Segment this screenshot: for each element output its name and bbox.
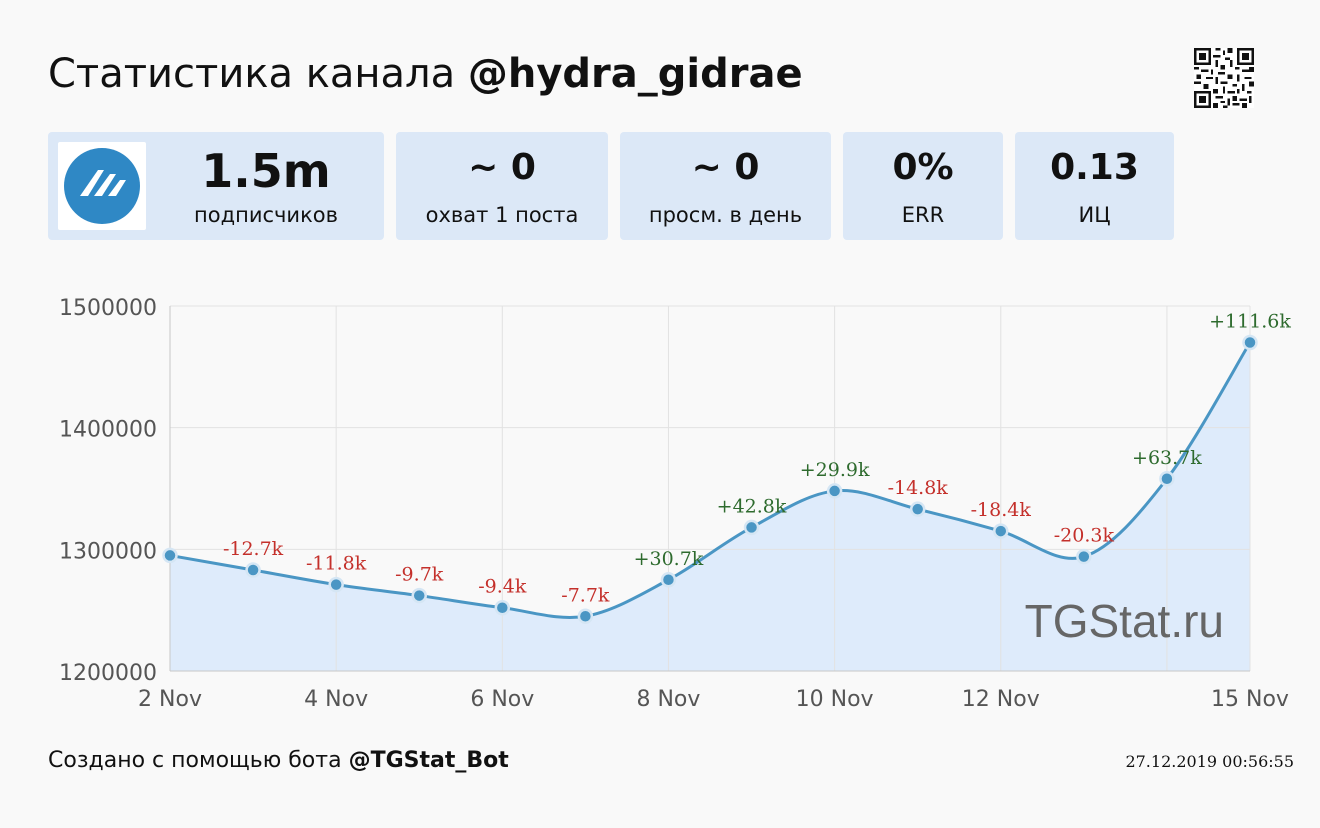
data-point (494, 599, 511, 616)
data-label: -11.8k (306, 553, 367, 575)
x-tick-label: 6 Nov (470, 687, 534, 712)
data-label: -12.7k (223, 538, 284, 560)
page-title: Статистика канала @hydra_gidrae (48, 46, 803, 102)
data-label: -7.7k (561, 584, 610, 606)
stat-card-err: 0% ERR (843, 132, 1003, 240)
data-label: +111.6k (1209, 311, 1291, 333)
data-point (1242, 334, 1258, 351)
subscribers-value: 1.5m (201, 144, 331, 198)
data-point (328, 576, 344, 593)
y-tick-label: 1300000 (59, 539, 157, 564)
chart-watermark: TGStat.ru (1025, 595, 1224, 647)
data-point (993, 523, 1009, 539)
data-point (1076, 548, 1092, 565)
x-tick-label: 4 Nov (304, 687, 368, 712)
channel-handle: @hydra_gidrae (467, 51, 803, 97)
data-point (245, 562, 261, 578)
data-label: -20.3k (1054, 525, 1115, 547)
data-point (162, 547, 178, 564)
data-label: -14.8k (888, 477, 949, 499)
data-label: +42.8k (717, 495, 787, 517)
err-value: 0% (892, 147, 954, 188)
stat-card-reach: ~ 0 охват 1 поста (396, 132, 608, 240)
data-label: -9.4k (478, 576, 527, 598)
y-tick-label: 1200000 (59, 661, 157, 686)
channel-logo-icon (64, 148, 140, 224)
daily-views-label: просм. в день (648, 203, 803, 227)
data-point (411, 587, 427, 604)
data-point (826, 483, 843, 499)
data-point (577, 608, 594, 624)
footer-timestamp: 27.12.2019 00:56:55 (1125, 752, 1294, 771)
data-point (660, 572, 677, 588)
data-label: +29.9k (800, 459, 870, 481)
reach-label: охват 1 поста (425, 203, 579, 227)
data-label: -18.4k (971, 499, 1032, 521)
reach-value: ~ 0 (468, 147, 536, 188)
x-tick-label: 10 Nov (796, 687, 874, 712)
data-point (1159, 471, 1175, 487)
subscribers-label: подписчиков (194, 203, 338, 227)
err-label: ERR (901, 203, 945, 227)
x-tick-label: 15 Nov (1211, 687, 1289, 712)
footer-credit: Создано с помощью бота @TGStat_Bot (48, 744, 509, 778)
channel-avatar (58, 142, 146, 230)
y-tick-label: 1400000 (59, 418, 157, 443)
subscribers-line-chart: 1200000 1300000 1400000 1500000 2 Nov 4 Nov 6 … (59, 296, 1291, 712)
data-label: -9.7k (395, 564, 444, 586)
daily-views-value: ~ 0 (691, 147, 760, 188)
y-tick-label: 1500000 (59, 296, 157, 321)
x-tick-label: 8 Nov (636, 687, 700, 712)
data-point (909, 501, 926, 517)
chart-area-fill (170, 342, 1250, 671)
x-tick-label: 12 Nov (962, 687, 1040, 712)
footer-bot-handle: @TGStat_Bot (348, 748, 509, 773)
citation-index-value: 0.13 (1050, 147, 1139, 188)
x-tick-label: 2 Nov (138, 687, 202, 712)
stat-card-daily-views: ~ 0 просм. в день (620, 132, 831, 240)
footer-created-text: Создано с помощью бота (48, 748, 342, 773)
data-label: +63.7k (1132, 447, 1202, 469)
stat-card-citation-index: 0.13 ИЦ (1015, 132, 1174, 240)
qr-code-icon (1194, 48, 1254, 108)
data-point (743, 519, 760, 536)
title-prefix: Статистика канала (48, 51, 456, 97)
stat-card-subscribers: 1.5m подписчиков (48, 132, 384, 240)
data-label: +30.7k (634, 548, 704, 570)
citation-index-label: ИЦ (1078, 203, 1111, 227)
